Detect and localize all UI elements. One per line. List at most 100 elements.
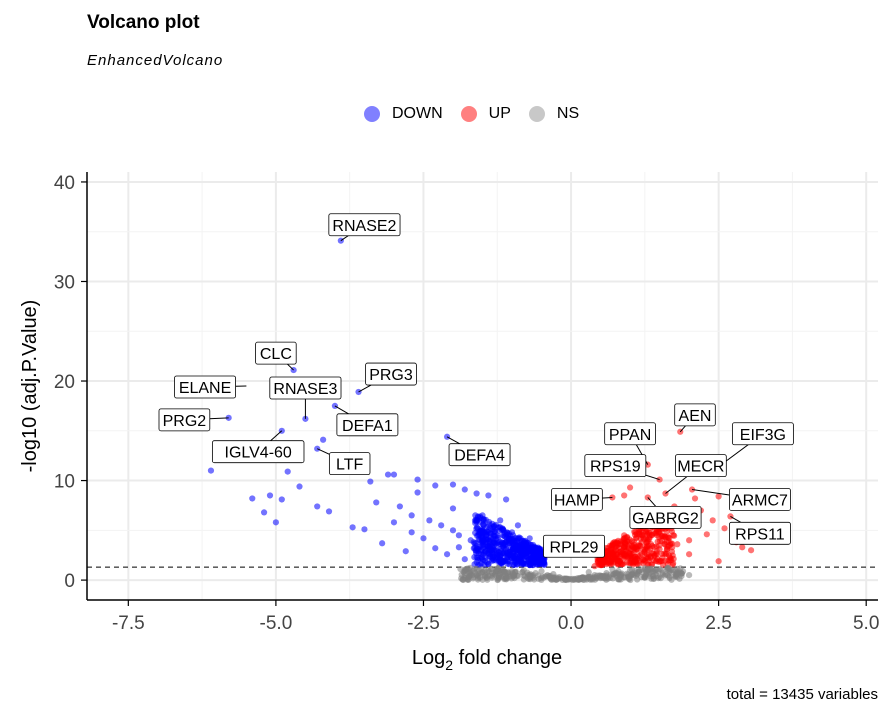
gene-label-text: AEN [679, 408, 712, 425]
chart-title: Volcano plot [87, 12, 200, 33]
point-down [503, 543, 510, 550]
point-ns [686, 572, 693, 579]
point-down [432, 545, 439, 552]
point-down [535, 546, 542, 553]
point-down [485, 492, 492, 499]
x-tick-label: 2.5 [705, 613, 731, 634]
gene-label-box [336, 413, 399, 437]
point-up [614, 557, 621, 564]
point-down [390, 471, 398, 478]
gene-label: AEN [674, 403, 716, 427]
y-tick-label: 10 [54, 472, 75, 493]
legend-marker-down [364, 106, 380, 122]
gene-label-box [269, 376, 342, 400]
point-up [709, 517, 716, 524]
point-up [608, 546, 615, 553]
point-up [670, 560, 677, 567]
gene-label-box [158, 408, 211, 432]
point-down [249, 495, 256, 502]
point-ns [612, 569, 619, 576]
gene-label-box [629, 505, 702, 529]
x-tick-label: 5.0 [853, 613, 879, 634]
point-down [438, 522, 445, 529]
y-tick-label: 40 [54, 173, 75, 194]
point-down [461, 486, 468, 493]
point-ns [644, 566, 651, 574]
point-down [426, 517, 433, 524]
gene-label: IGLV4-60 [211, 440, 305, 464]
point-up [641, 557, 648, 564]
gene-label: DEFA1 [336, 413, 399, 437]
point-up [598, 557, 605, 564]
point-up [598, 561, 606, 569]
y-tick-label: 20 [54, 372, 75, 393]
point-up [630, 559, 637, 566]
point-down [537, 560, 544, 567]
gene-label-text: RPS19 [590, 459, 641, 476]
caption-total: total = 13435 variables [726, 686, 878, 703]
point-up [691, 495, 699, 502]
legend-item-ns: NS [528, 105, 579, 123]
point-down [473, 547, 480, 554]
point-up [715, 493, 722, 500]
point-down [449, 481, 457, 488]
gene-label-text: PPAN [609, 427, 651, 444]
point-down [505, 558, 513, 565]
point-up [606, 559, 613, 567]
point-ns [603, 574, 611, 581]
gene-label-text: EIF3G [740, 427, 786, 444]
point-down [517, 535, 524, 542]
point-down [510, 537, 517, 545]
point-up [620, 560, 627, 567]
legend-item-up: UP [460, 105, 511, 123]
gene-label: HAMP [551, 488, 603, 511]
gene-label: RPS11 [729, 521, 791, 545]
point-up [609, 494, 616, 501]
point-down [367, 478, 374, 485]
point-ns [594, 572, 601, 579]
point-down [480, 516, 487, 523]
gene-label-box [729, 488, 791, 511]
x-tick-label: -5.0 [260, 613, 293, 634]
point-down [414, 489, 421, 496]
gene-label: LTF [328, 452, 371, 476]
point-down [396, 503, 403, 510]
point-down [527, 561, 534, 568]
gene-label-text: RNASE3 [273, 381, 337, 398]
gene-labels: RNASE2 CLC PRG3 ELANE RNASE3 PRG2 DEFA1 IGLV4-6… [158, 213, 794, 558]
point-down [449, 527, 457, 534]
point-up [715, 558, 722, 565]
point-down [320, 436, 327, 443]
gene-label: MECR [675, 454, 727, 478]
x-tick-label: -7.5 [112, 613, 145, 634]
point-down [530, 544, 537, 551]
gene-label: DEFA4 [448, 443, 511, 467]
point-down [414, 476, 421, 483]
point-up [666, 554, 674, 561]
point-ns [510, 573, 517, 580]
point-ns [628, 566, 636, 574]
point-down [497, 559, 505, 566]
point-up [622, 547, 630, 555]
point-down [472, 512, 479, 519]
point-down [449, 505, 457, 512]
gene-label-box [729, 521, 791, 545]
point-ns [655, 567, 662, 575]
point-ns [638, 566, 645, 573]
point-down [473, 490, 480, 497]
point-up [661, 557, 669, 564]
point-down [373, 499, 380, 506]
gene-label-box [584, 454, 647, 478]
point-up [664, 543, 671, 551]
point-down [278, 496, 285, 503]
point-up [616, 548, 623, 556]
point-up [747, 547, 755, 554]
gene-label-box [675, 454, 727, 478]
point-up [655, 528, 662, 535]
gene-label-text: PRG3 [369, 367, 413, 384]
point-down [207, 467, 215, 474]
point-down [473, 525, 480, 532]
point-ns [488, 565, 495, 572]
gene-label-text: DEFA1 [342, 418, 393, 435]
